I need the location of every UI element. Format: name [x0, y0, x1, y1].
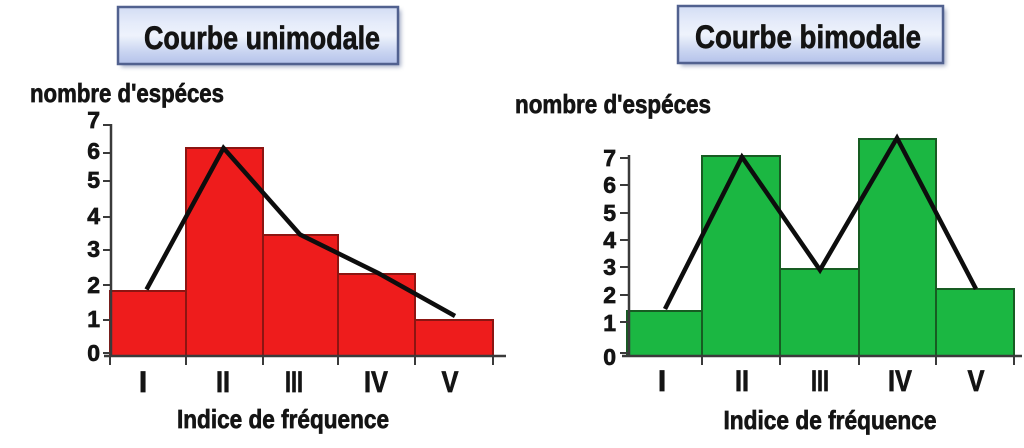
- svg-text:7: 7: [603, 145, 616, 171]
- svg-text:III: III: [811, 365, 829, 398]
- svg-text:Courbe unimodale: Courbe unimodale: [144, 20, 380, 56]
- svg-text:IV: IV: [888, 365, 912, 398]
- svg-text:1: 1: [603, 310, 616, 336]
- svg-text:V: V: [968, 365, 985, 398]
- svg-text:Indice de fréquence: Indice de fréquence: [177, 404, 389, 434]
- svg-text:4: 4: [87, 203, 100, 229]
- svg-text:I: I: [658, 365, 666, 398]
- svg-text:3: 3: [603, 254, 616, 280]
- svg-text:Indice de fréquence: Indice de fréquence: [724, 405, 937, 435]
- svg-text:7: 7: [87, 107, 100, 133]
- svg-text:IV: IV: [364, 366, 388, 399]
- svg-text:II: II: [216, 366, 230, 399]
- svg-text:I: I: [139, 366, 147, 399]
- svg-text:nombre d'espéces: nombre d'espéces: [515, 89, 711, 119]
- svg-text:nombre d'espéces: nombre d'espéces: [30, 78, 224, 108]
- svg-text:0: 0: [87, 340, 100, 366]
- svg-text:5: 5: [603, 200, 616, 226]
- svg-text:5: 5: [87, 167, 100, 193]
- svg-text:3: 3: [87, 236, 100, 262]
- svg-text:II: II: [735, 365, 749, 398]
- svg-text:1: 1: [87, 306, 100, 332]
- svg-text:Courbe bimodale: Courbe bimodale: [695, 19, 921, 55]
- svg-text:2: 2: [87, 272, 100, 298]
- svg-text:0: 0: [603, 344, 616, 370]
- svg-text:V: V: [442, 366, 459, 399]
- svg-text:2: 2: [603, 282, 616, 308]
- svg-text:4: 4: [603, 227, 616, 253]
- svg-text:6: 6: [87, 138, 100, 164]
- svg-text:6: 6: [603, 172, 616, 198]
- svg-text:III: III: [285, 366, 303, 399]
